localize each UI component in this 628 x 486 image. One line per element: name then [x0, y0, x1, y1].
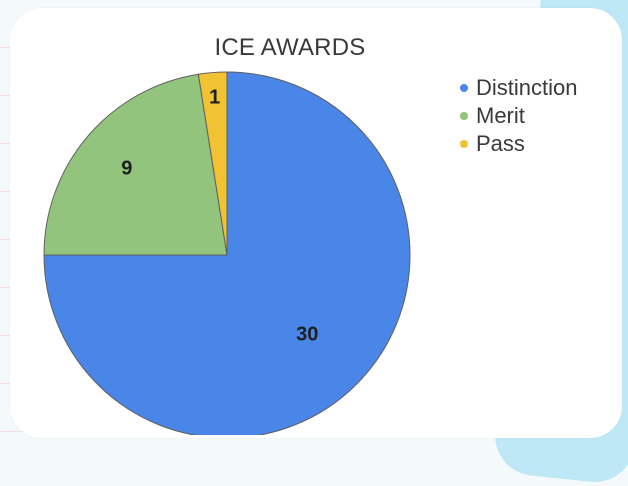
- legend-item-merit: Merit: [460, 102, 577, 130]
- pie-data-labels: 30 9 1: [121, 86, 318, 345]
- legend-marker-distinction: [460, 84, 468, 92]
- legend-label-merit: Merit: [476, 103, 525, 128]
- data-label-pass: 1: [209, 86, 220, 108]
- pie-slice-distinction: [43, 71, 411, 435]
- legend-marker-merit: [460, 112, 468, 120]
- data-label-merit: 9: [121, 158, 132, 180]
- chart-title: ICE AWARDS: [214, 34, 366, 61]
- legend-label-distinction: Distinction: [476, 75, 578, 100]
- legend-item-pass: Pass: [460, 130, 577, 158]
- pie-slice-merit: [43, 73, 228, 256]
- data-label-distinction: 30: [296, 324, 318, 346]
- pie-chart: 30 9 1: [43, 71, 411, 435]
- legend-label-pass: Pass: [476, 131, 525, 156]
- legend-marker-pass: [460, 140, 468, 148]
- pie-slice-pass: [197, 71, 228, 256]
- legend-item-distinction: Distinction: [460, 74, 577, 102]
- pie-slices: [43, 71, 411, 435]
- chart-legend: Distinction Merit Pass: [460, 74, 577, 158]
